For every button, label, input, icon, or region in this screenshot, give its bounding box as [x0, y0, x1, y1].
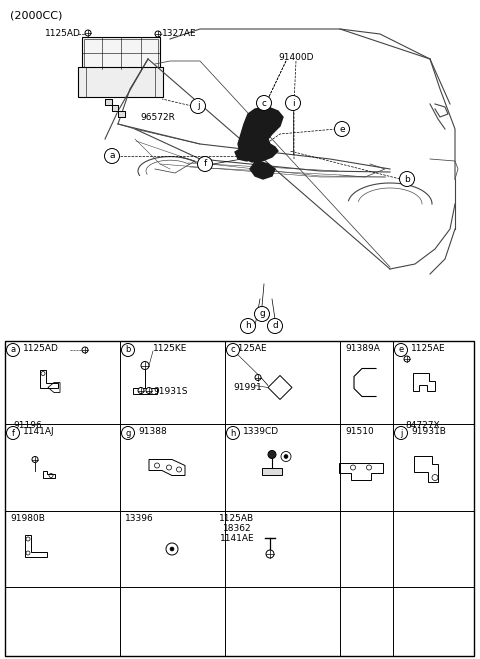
Text: b: b	[404, 175, 410, 183]
Circle shape	[32, 457, 38, 463]
Text: 91980B: 91980B	[10, 514, 45, 523]
Text: e: e	[339, 125, 345, 134]
Circle shape	[240, 318, 255, 333]
Circle shape	[138, 387, 144, 393]
Circle shape	[155, 31, 161, 37]
Text: a: a	[11, 345, 15, 355]
Polygon shape	[262, 467, 282, 474]
Text: 1125AB: 1125AB	[219, 514, 254, 523]
Circle shape	[268, 451, 276, 459]
Circle shape	[170, 547, 174, 551]
Polygon shape	[250, 161, 275, 179]
Text: 96572R: 96572R	[140, 113, 175, 121]
Text: (2000CC): (2000CC)	[10, 11, 62, 21]
Text: b: b	[125, 345, 131, 355]
Polygon shape	[235, 149, 252, 161]
Circle shape	[85, 30, 91, 36]
Text: 91389A: 91389A	[345, 344, 380, 353]
Text: 1339CD: 1339CD	[243, 427, 279, 436]
Text: h: h	[245, 322, 251, 331]
Text: c: c	[262, 98, 266, 107]
Text: 1125AE: 1125AE	[411, 344, 445, 353]
Text: 91931B: 91931B	[411, 427, 446, 436]
Circle shape	[197, 156, 213, 171]
Text: c: c	[231, 345, 235, 355]
Text: 1125AE: 1125AE	[233, 344, 268, 353]
Circle shape	[267, 318, 283, 333]
Text: f: f	[12, 428, 14, 438]
Circle shape	[155, 463, 159, 468]
Circle shape	[254, 306, 269, 322]
Text: 1125KE: 1125KE	[153, 344, 187, 353]
Circle shape	[227, 343, 240, 357]
Text: j: j	[197, 101, 199, 111]
Circle shape	[335, 121, 349, 136]
Text: 84727X: 84727X	[405, 421, 440, 430]
Polygon shape	[238, 107, 283, 162]
Text: h: h	[230, 428, 236, 438]
Text: g: g	[259, 310, 265, 318]
Text: 1141AJ: 1141AJ	[23, 427, 55, 436]
Text: 91510: 91510	[345, 427, 374, 436]
Text: 1141AE: 1141AE	[220, 534, 254, 543]
Circle shape	[399, 171, 415, 186]
Text: g: g	[125, 428, 131, 438]
Circle shape	[404, 356, 410, 362]
Circle shape	[286, 96, 300, 111]
Circle shape	[146, 387, 152, 393]
Circle shape	[7, 426, 20, 440]
Text: e: e	[398, 345, 404, 355]
Bar	[84, 39, 158, 67]
Text: a: a	[109, 152, 115, 161]
Text: 1125AD: 1125AD	[45, 30, 81, 38]
Circle shape	[350, 465, 356, 470]
Circle shape	[167, 465, 171, 470]
Circle shape	[367, 465, 372, 470]
Text: j: j	[400, 428, 402, 438]
Circle shape	[105, 148, 120, 163]
Circle shape	[395, 426, 408, 440]
Circle shape	[227, 426, 240, 440]
Text: d: d	[272, 322, 278, 331]
Text: 13396: 13396	[125, 514, 154, 523]
Circle shape	[7, 343, 20, 357]
Bar	[78, 67, 163, 97]
Text: 91931S: 91931S	[153, 387, 188, 397]
Circle shape	[266, 550, 274, 558]
Text: 91400D: 91400D	[278, 53, 313, 61]
Circle shape	[284, 455, 288, 459]
Circle shape	[191, 98, 205, 113]
Text: i: i	[292, 98, 294, 107]
Circle shape	[82, 347, 88, 353]
Circle shape	[432, 474, 438, 480]
Circle shape	[395, 343, 408, 357]
Circle shape	[255, 374, 261, 380]
Polygon shape	[105, 99, 125, 117]
Circle shape	[121, 343, 134, 357]
Circle shape	[121, 426, 134, 440]
Circle shape	[141, 362, 149, 370]
Circle shape	[177, 467, 181, 472]
Text: 18362: 18362	[223, 524, 252, 533]
Text: f: f	[204, 159, 206, 169]
Text: 91196: 91196	[13, 421, 42, 430]
Text: 91388: 91388	[138, 427, 167, 436]
Circle shape	[256, 96, 272, 111]
Text: 91991: 91991	[233, 382, 262, 391]
Bar	[82, 37, 160, 69]
Text: 1327AE: 1327AE	[162, 30, 197, 38]
Text: 1125AD: 1125AD	[23, 344, 59, 353]
Bar	[5, 341, 474, 656]
